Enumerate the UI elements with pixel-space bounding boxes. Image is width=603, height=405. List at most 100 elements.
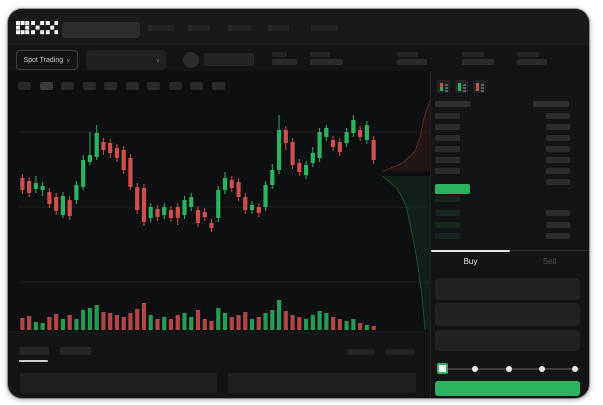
buy-submit-button[interactable]	[435, 381, 580, 396]
volume-bar	[222, 313, 228, 330]
amount-slider[interactable]	[437, 363, 580, 375]
ask-row-amount[interactable]	[546, 113, 570, 119]
slider-tick[interactable]	[472, 366, 478, 372]
nav-item-placeholder[interactable]	[311, 25, 338, 31]
total-field[interactable]	[435, 330, 580, 351]
interval-button[interactable]	[211, 82, 225, 90]
bottom-tab-open-orders[interactable]	[19, 347, 49, 355]
volume-bar	[101, 312, 106, 330]
candle-body	[195, 210, 201, 223]
bid-row-price[interactable]	[435, 222, 460, 228]
interval-button[interactable]	[168, 82, 182, 90]
volume-bar	[317, 311, 322, 330]
volume-bar	[256, 317, 261, 330]
candle-body	[317, 132, 322, 158]
ask-row-price[interactable]	[435, 168, 460, 174]
candle-body	[303, 165, 309, 175]
interval-button[interactable]	[82, 82, 96, 90]
bid-row-amount[interactable]	[546, 222, 570, 228]
tab-buy[interactable]: Buy	[463, 257, 478, 266]
search-input[interactable]	[62, 22, 140, 38]
interval-button[interactable]	[61, 82, 74, 90]
bid-row-price[interactable]	[435, 210, 460, 216]
candle-body	[135, 187, 140, 210]
candle-body	[209, 223, 214, 228]
ask-row-amount[interactable]	[546, 179, 570, 185]
slider-tick[interactable]	[572, 366, 578, 372]
ask-row-amount[interactable]	[546, 157, 570, 163]
ask-row-amount[interactable]	[546, 168, 570, 174]
volume-bar	[337, 319, 342, 330]
pair-dropdown[interactable]: ∨	[86, 50, 166, 70]
tab-sell[interactable]: Sell	[542, 257, 557, 266]
candle-body	[358, 130, 363, 137]
candle-body	[337, 142, 342, 152]
ask-row-price[interactable]	[435, 146, 460, 152]
nav-item-placeholder[interactable]	[188, 25, 210, 31]
nav-item-placeholder[interactable]	[268, 25, 289, 31]
volume-bar	[371, 326, 376, 330]
nav-item-placeholder[interactable]	[148, 25, 174, 31]
ask-row-amount[interactable]	[546, 146, 570, 152]
volume-bar	[189, 317, 194, 330]
candle-body	[310, 153, 315, 163]
candle-body	[87, 155, 93, 162]
trading-mode-selector[interactable]: Spot Trading ∨	[16, 50, 78, 70]
bottom-right-control[interactable]	[347, 349, 375, 355]
volume-bar	[114, 315, 120, 330]
combined-book-icon[interactable]	[437, 80, 450, 93]
volume-bar	[74, 319, 79, 330]
ask-row-price[interactable]	[435, 157, 460, 163]
amount-field[interactable]	[435, 303, 580, 326]
bid-row-amount[interactable]	[546, 210, 570, 216]
candle-body	[60, 196, 66, 215]
bid-row-amount[interactable]	[546, 233, 570, 239]
interval-button[interactable]	[39, 82, 53, 90]
candle-body	[290, 142, 295, 165]
ask-row-price[interactable]	[435, 124, 460, 130]
candle-body	[249, 205, 255, 210]
last-price-badge[interactable]	[435, 184, 470, 194]
trading-mode-label: Spot Trading	[23, 56, 64, 64]
candle-body	[121, 150, 126, 170]
volume-bar	[229, 317, 234, 330]
market-stat	[272, 52, 297, 65]
bids-book-icon[interactable]	[455, 80, 468, 93]
orderbook-price-header	[435, 101, 471, 107]
candle-body	[364, 125, 369, 140]
candle-body	[81, 160, 86, 187]
slider-handle[interactable]	[437, 363, 448, 374]
active-tab-indicator	[431, 250, 510, 252]
orderbook-amount-header	[533, 101, 569, 107]
slider-tick[interactable]	[539, 366, 545, 372]
volume-bar	[60, 319, 66, 330]
trade-tabs: Buy Sell	[431, 250, 589, 272]
interval-button[interactable]	[147, 82, 160, 90]
interval-button[interactable]	[125, 82, 139, 90]
ask-row-price[interactable]	[435, 135, 460, 141]
bid-row-price[interactable]	[435, 233, 460, 239]
nav-item-placeholder[interactable]	[228, 25, 251, 31]
interval-button[interactable]	[104, 82, 117, 90]
volume-bar	[128, 313, 133, 330]
volume-bar	[20, 318, 25, 330]
interval-button[interactable]	[18, 82, 31, 90]
ask-row-price[interactable]	[435, 113, 460, 119]
interval-button[interactable]	[190, 82, 203, 90]
ask-row-amount[interactable]	[546, 124, 570, 130]
volume-bar	[290, 315, 295, 330]
candle-body	[114, 148, 120, 158]
market-stat	[310, 52, 343, 65]
volume-bar	[33, 322, 38, 330]
bottom-tab-history[interactable]	[60, 347, 91, 355]
ask-row-amount[interactable]	[546, 135, 570, 141]
volume-bar	[155, 319, 160, 330]
bottom-right-control[interactable]	[385, 349, 415, 355]
bid-row-price[interactable]	[435, 196, 460, 202]
asks-book-icon[interactable]	[473, 80, 486, 93]
candlestick-chart[interactable]	[18, 95, 430, 330]
volume-bar	[236, 315, 241, 330]
slider-tick[interactable]	[506, 366, 512, 372]
volume-bar	[195, 310, 201, 330]
price-field[interactable]	[435, 278, 580, 300]
